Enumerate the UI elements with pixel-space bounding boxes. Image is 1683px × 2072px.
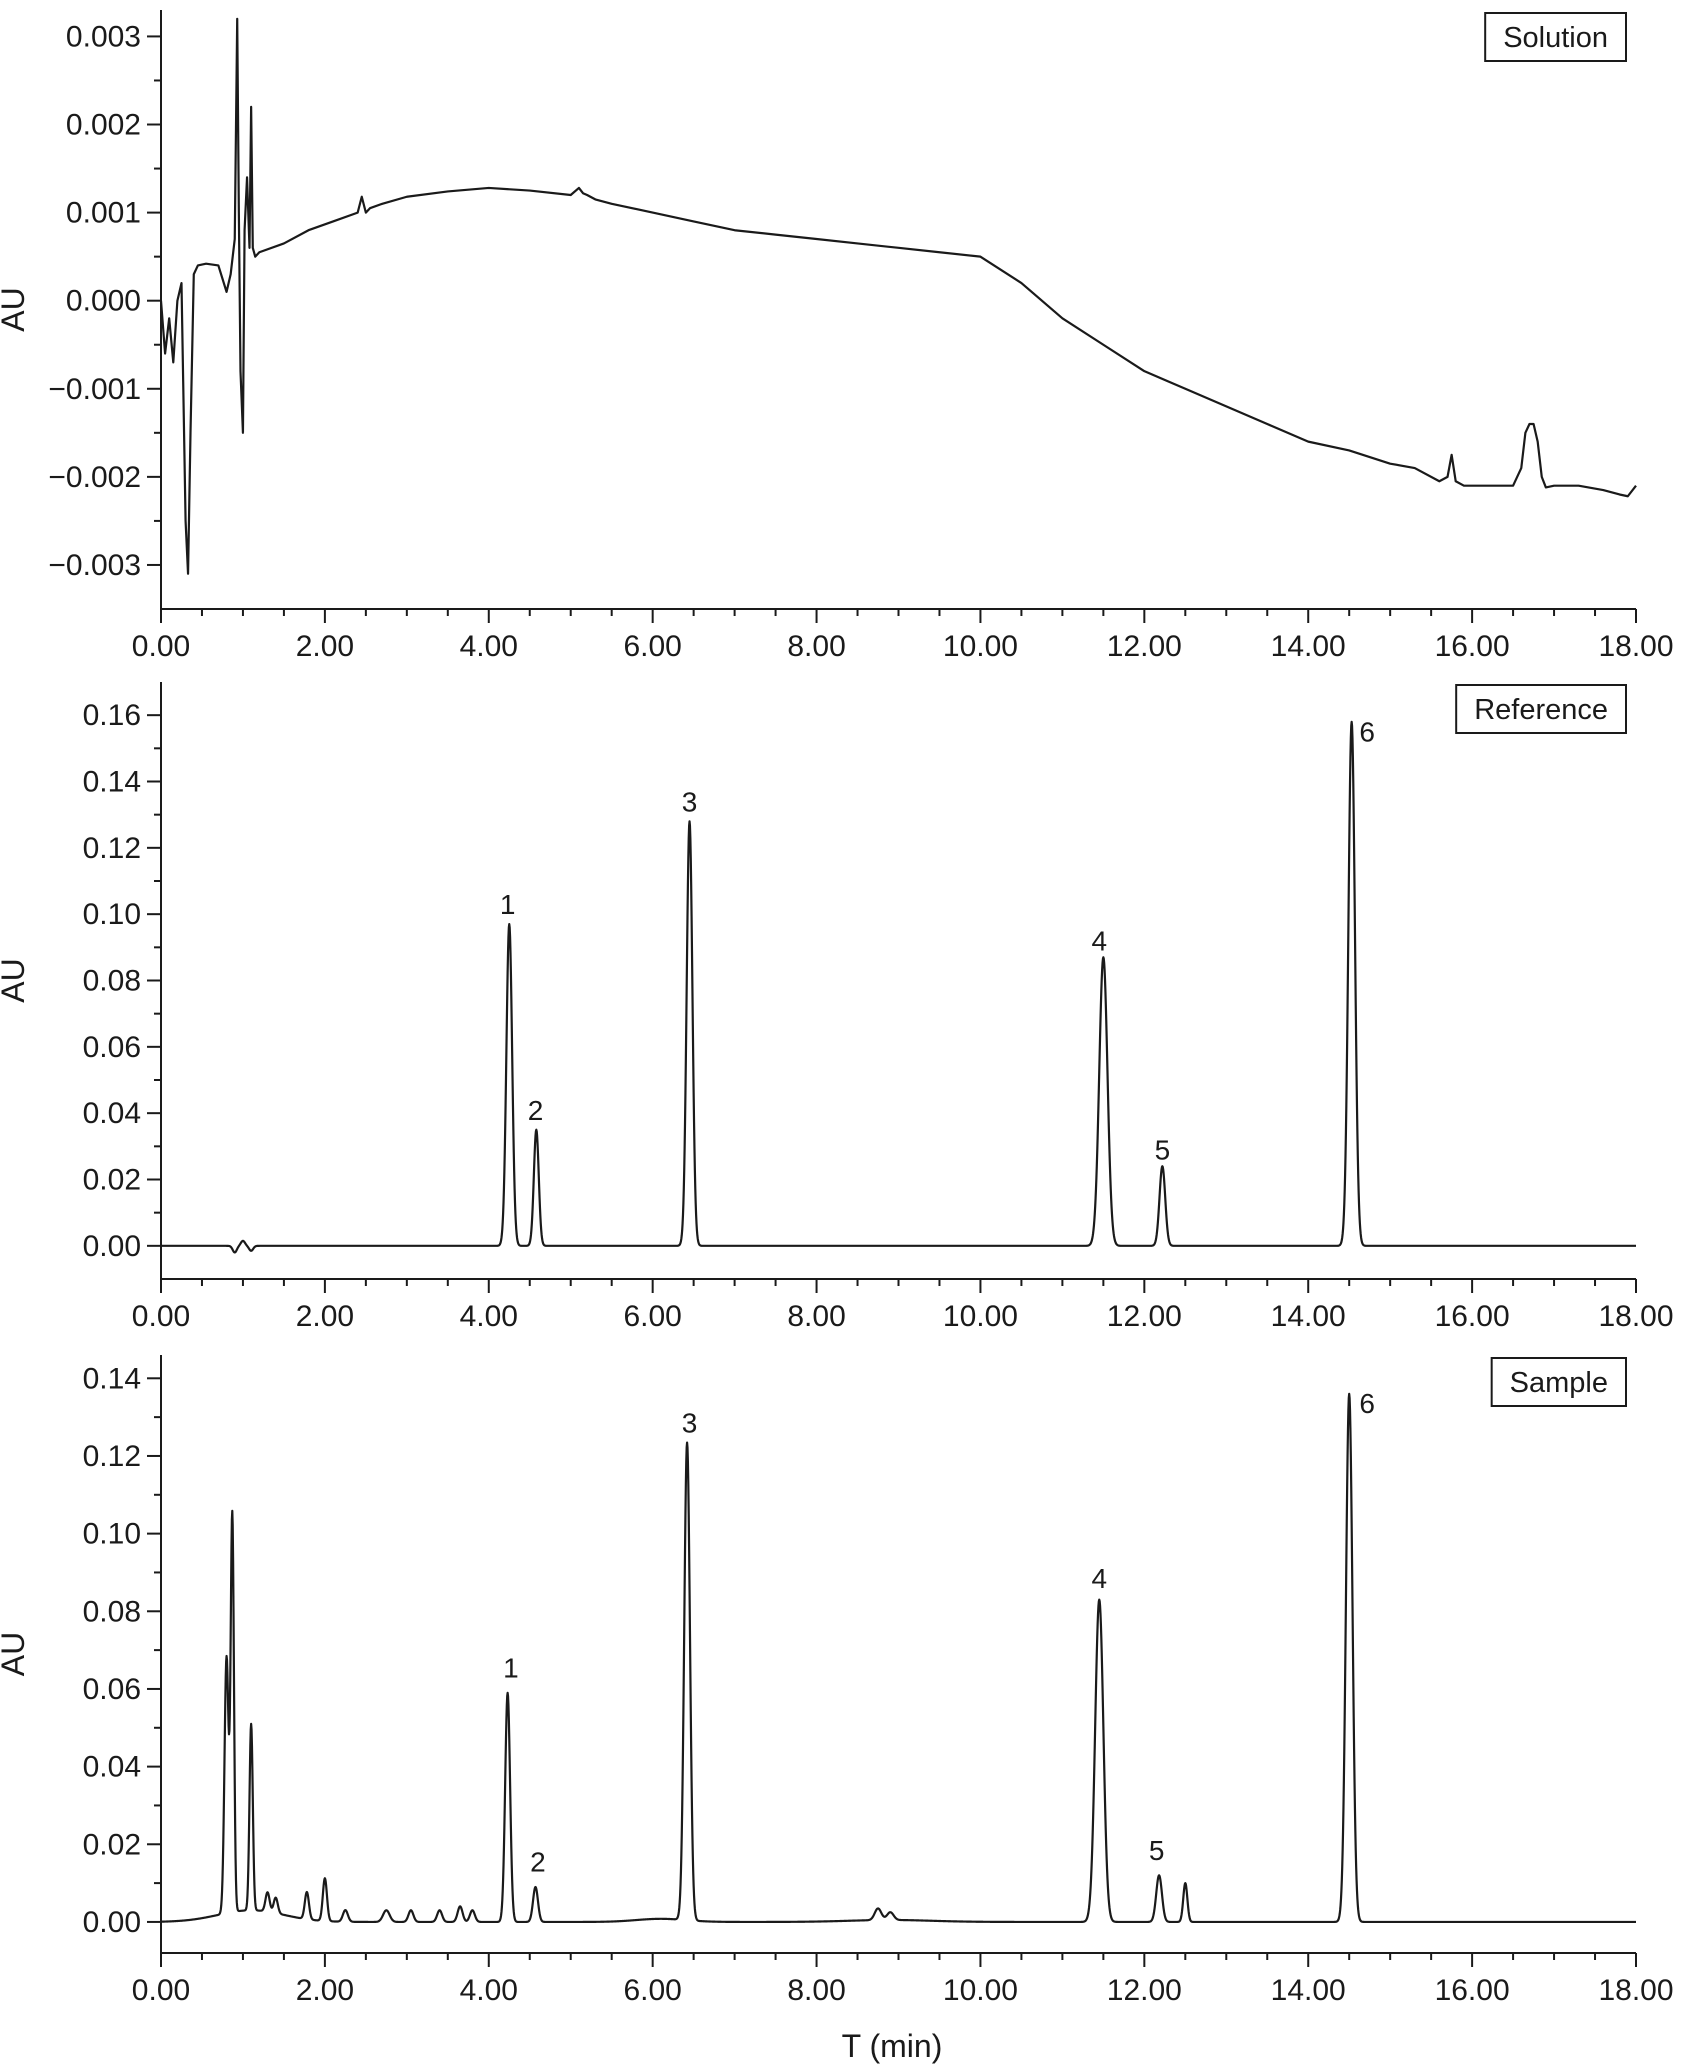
x-tick-label: 14.00 [1271,1974,1346,2007]
y-tick-label: 0.02 [83,1164,141,1197]
y-tick-label: 0.14 [83,1362,141,1395]
peak-label: 4 [1091,926,1107,957]
peak-label: 3 [682,786,698,817]
y-tick-label: −0.003 [48,549,141,582]
y-tick-label: 0.14 [83,766,141,799]
x-tick-label: 8.00 [787,1300,845,1333]
x-tick-label: 4.00 [460,1974,518,2007]
x-tick-label: 14.00 [1271,630,1346,663]
peak-label: 6 [1359,1388,1375,1419]
legend: Solution [1484,12,1627,62]
x-tick-label: 16.00 [1435,630,1510,663]
peak-label: 1 [500,889,516,920]
y-tick-label: 0.08 [83,1595,141,1628]
x-tick-label: 16.00 [1435,1300,1510,1333]
legend-box [1484,12,1627,62]
x-tick-label: 2.00 [296,630,354,663]
y-tick-label: 0.000 [66,285,141,318]
peak-label: 6 [1359,717,1375,748]
y-tick-label: 0.12 [83,1440,141,1473]
x-tick-label: 10.00 [943,1300,1018,1333]
x-tick-label: 18.00 [1598,1300,1673,1333]
peak-label: 1 [503,1652,519,1683]
y-tick-label: 0.00 [83,1906,141,1939]
x-tick-label: 16.00 [1435,1974,1510,2007]
peak-label: 5 [1149,1835,1165,1866]
x-axis-title: T (min) [842,2028,943,2064]
x-tick-label: 12.00 [1107,1300,1182,1333]
x-tick-label: 6.00 [623,1974,681,2007]
x-tick-label: 6.00 [623,630,681,663]
y-tick-label: 0.08 [83,965,141,998]
panel-solution: 0.00 2.00 4.00 6.00 8.00 10.00 12.00 14.00 16.00… [0,10,1674,663]
y-tick-label: 0.003 [66,20,141,53]
y-tick-label: 0.02 [83,1828,141,1861]
y-tick-label: 0.001 [66,197,141,230]
legend-box [1490,1357,1627,1407]
x-tick-label: 18.00 [1598,1974,1673,2007]
x-tick-label: 4.00 [460,1300,518,1333]
legend-label: Solution [1503,22,1608,54]
y-tick-label: 0.12 [83,832,141,865]
x-tick-label: 18.00 [1598,630,1673,663]
y-tick-label: −0.001 [48,373,141,406]
y-tick-label: −0.002 [48,461,141,494]
series-line-sample [161,1392,1637,1924]
x-tick-label: 12.00 [1107,1974,1182,2007]
x-tick-label: 14.00 [1271,1300,1346,1333]
legend: Sample [1490,1357,1627,1407]
y-tick-label: 0.06 [83,1031,141,1064]
y-tick-label: 0.10 [83,1518,141,1551]
x-tick-label: 0.00 [132,1300,190,1333]
panel-sample: 0.00 2.00 4.00 6.00 8.00 10.00 12.00 14.00 16.00… [0,1355,1674,2007]
series-line-reference [161,720,1637,1254]
y-tick-label: 0.00 [83,1230,141,1263]
x-tick-label: 0.00 [132,630,190,663]
legend-label: Sample [1510,1367,1608,1399]
x-tick-label: 2.00 [296,1974,354,2007]
peak-label: 5 [1155,1135,1171,1166]
x-tick-label: 2.00 [296,1300,354,1333]
x-tick-label: 8.00 [787,1974,845,2007]
x-tick-label: 6.00 [623,1300,681,1333]
peak-label: 2 [530,1846,546,1877]
x-tick-label: 10.00 [943,1974,1018,2007]
y-tick-label: 0.002 [66,109,141,142]
legend-box [1455,684,1627,734]
x-tick-label: 12.00 [1107,630,1182,663]
x-tick-label: 0.00 [132,1974,190,2007]
legend-label: Reference [1474,694,1608,726]
peak-label: 4 [1091,1563,1107,1594]
y-tick-label: 0.04 [83,1097,141,1130]
peak-label: 3 [682,1408,698,1439]
x-tick-label: 8.00 [787,630,845,663]
y-tick-label: 0.10 [83,898,141,931]
peak-label: 2 [528,1095,544,1126]
y-tick-label: 0.06 [83,1673,141,1706]
legend: Reference [1455,684,1627,734]
x-tick-label: 4.00 [460,630,518,663]
y-tick-label: 0.04 [83,1751,141,1784]
panel-reference: 0.00 2.00 4.00 6.00 8.00 10.00 12.00 14.00 16.00… [0,682,1674,1333]
series-line-solution [161,17,1637,575]
y-tick-label: 0.16 [83,699,141,732]
y-axis-title: AU [0,958,31,1002]
y-axis-title: AU [0,1632,31,1676]
x-tick-label: 10.00 [943,630,1018,663]
y-axis-title: AU [0,287,31,331]
